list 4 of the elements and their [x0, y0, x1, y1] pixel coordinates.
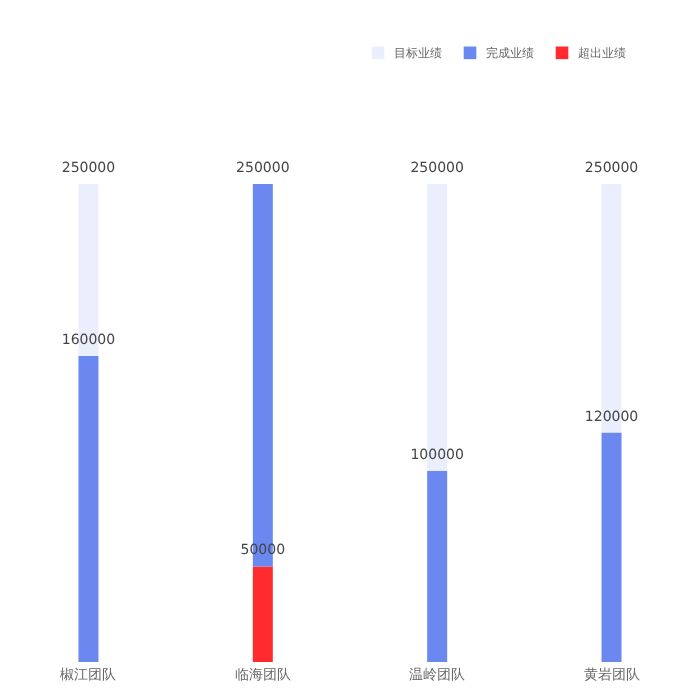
bar	[601, 432, 622, 662]
bar	[427, 470, 448, 662]
bar	[78, 356, 99, 662]
bar	[252, 566, 273, 662]
